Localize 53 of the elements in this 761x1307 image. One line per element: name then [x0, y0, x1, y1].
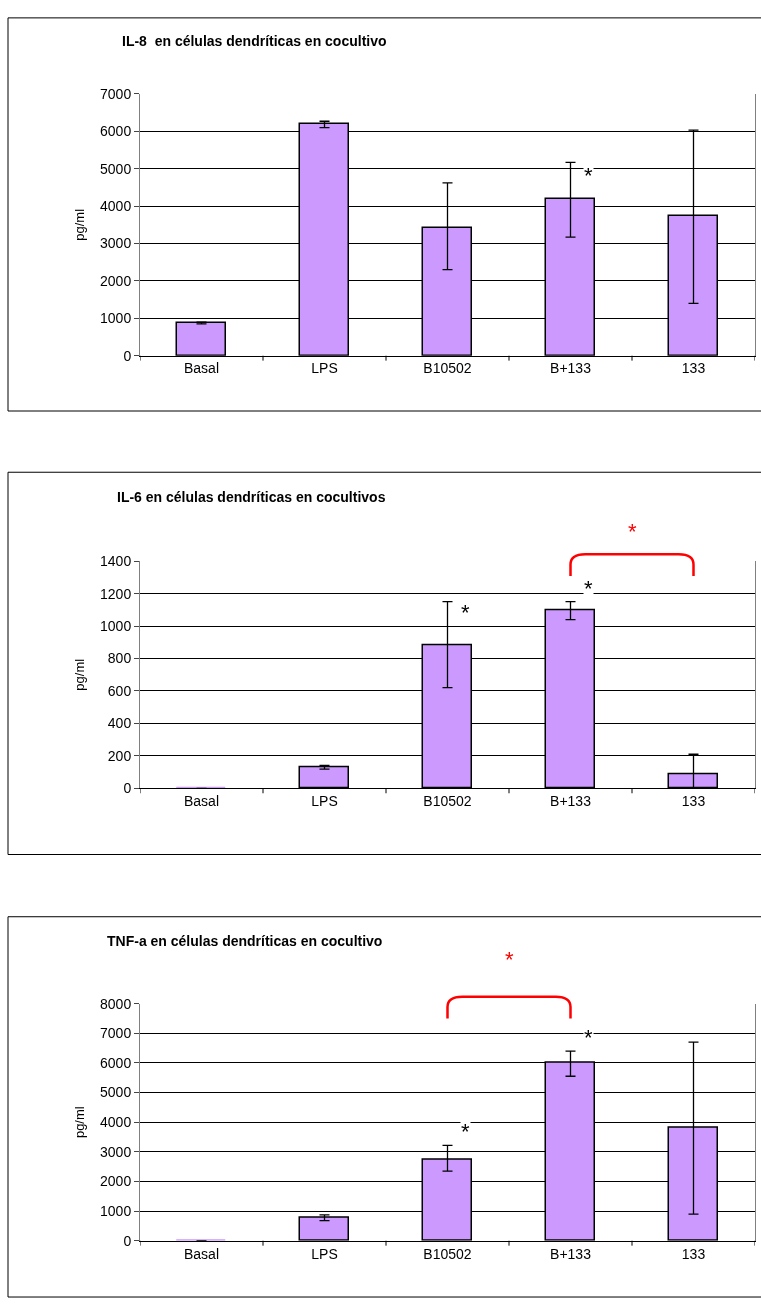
y-tick-label: 8000: [100, 995, 132, 1012]
annotation: *: [584, 163, 593, 188]
y-tick-label: 2000: [100, 1173, 132, 1190]
x-tick-label: B10502: [423, 793, 472, 810]
x-tick-label: 133: [681, 793, 706, 810]
x-tick-label: 133: [681, 360, 706, 377]
chart-title: TNF-a en células dendríticas en cocultivo: [107, 933, 383, 949]
y-tick-label: 5000: [100, 1084, 132, 1101]
y-tick-label: 1200: [100, 585, 132, 602]
annotation: *: [584, 1025, 593, 1050]
y-tick-label: 1000: [100, 310, 132, 327]
x-tick-label: B10502: [423, 360, 472, 377]
annotation: *: [461, 600, 470, 625]
x-tick-label: B10502: [423, 1245, 472, 1262]
x-tick-label: 133: [681, 1245, 706, 1262]
y-tick-label: 200: [107, 747, 132, 764]
x-tick-label: LPS: [311, 793, 338, 810]
y-tick-label: 1000: [100, 617, 132, 634]
y-tick-label: 0: [123, 780, 132, 797]
x-tick-label: B+133: [550, 360, 592, 377]
x-tick-label: B+133: [550, 793, 592, 810]
y-tick-label: 600: [107, 682, 132, 699]
y-tick-label: 4000: [100, 198, 132, 215]
annotation: *: [461, 1119, 470, 1144]
x-tick-label: Basal: [183, 793, 220, 810]
y-tick-label: 800: [107, 650, 132, 667]
y-axis-title: pg/ml: [71, 208, 87, 241]
y-tick-label: 1000: [100, 1202, 132, 1219]
annotation: *: [584, 576, 593, 601]
y-tick-label: 5000: [100, 160, 132, 177]
y-tick-label: 2000: [100, 272, 132, 289]
y-axis-title: pg/ml: [71, 658, 87, 691]
y-tick-label: 7000: [100, 85, 132, 102]
y-tick-label: 3000: [100, 1143, 132, 1160]
y-axis-title: pg/ml: [71, 1106, 87, 1139]
y-tick-label: 400: [107, 715, 132, 732]
y-tick-label: 6000: [100, 123, 132, 140]
y-tick-label: 0: [123, 347, 132, 364]
y-tick-label: 7000: [100, 1025, 132, 1042]
y-tick-label: 3000: [100, 235, 132, 252]
chart-title: IL-6 en células dendríticas en cocultivos: [117, 489, 386, 505]
x-tick-label: LPS: [311, 360, 338, 377]
x-tick-label: LPS: [311, 1245, 338, 1262]
x-tick-label: Basal: [183, 360, 220, 377]
text: *: [628, 519, 637, 544]
text: *: [505, 947, 514, 972]
chart-title: IL-8 en células dendríticas en cocultivo: [122, 33, 387, 49]
y-tick-label: 1400: [100, 553, 132, 570]
x-tick-label: B+133: [550, 1245, 592, 1262]
y-tick-label: 0: [123, 1232, 132, 1249]
y-tick-label: 4000: [100, 1114, 132, 1131]
x-tick-label: Basal: [183, 1245, 220, 1262]
y-tick-label: 6000: [100, 1054, 132, 1071]
